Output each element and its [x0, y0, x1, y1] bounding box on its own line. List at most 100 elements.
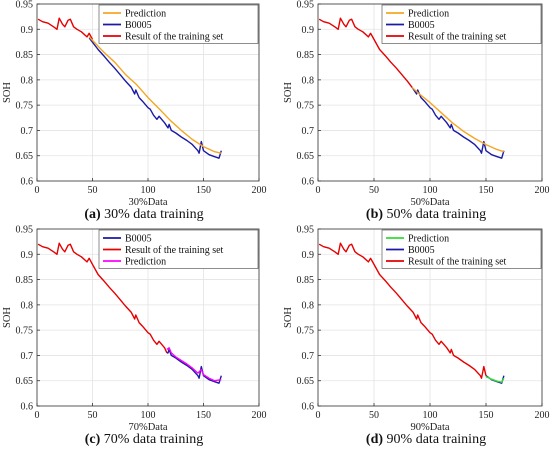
legend-label: Result of the training set [408, 32, 507, 43]
y-tick-label: 0.95 [297, 225, 315, 236]
x-tick-label: 0 [35, 410, 40, 421]
series-line-result-of-the-training-set [37, 242, 168, 354]
legend-label: Prediction [408, 234, 449, 245]
y-tick-label: 0.8 [302, 75, 315, 86]
legend-label: B0005 [408, 245, 435, 256]
y-tick-label: 0.6 [21, 177, 34, 188]
y-axis-title: SOH [283, 307, 294, 328]
y-tick-label: 0.7 [21, 126, 34, 137]
y-tick-label: 0.75 [16, 101, 34, 112]
legend-label: Prediction [408, 9, 449, 20]
x-tick-label: 50 [369, 185, 379, 196]
series-line-result-of-the-training-set [37, 17, 94, 40]
panel-caption-letter: (a) [84, 207, 101, 222]
x-axis-title: 30%Data [128, 197, 167, 208]
y-tick-label: 0.65 [297, 376, 315, 387]
series-line-prediction [88, 36, 222, 154]
y-tick-label: 0.85 [16, 275, 34, 286]
x-tick-label: 0 [316, 410, 321, 421]
y-tick-label: 0.9 [302, 250, 315, 261]
panel-caption-text: 30% data training [101, 207, 204, 222]
x-tick-label: 150 [196, 410, 211, 421]
chart-panel-3: 0 50 100 150 200 0.6 0.65 0.7 0.75 0.8 0.85 0.9 0.95… [2, 225, 267, 448]
y-tick-label: 0.9 [21, 250, 34, 261]
series-line-prediction [411, 86, 505, 153]
legend-label: Prediction [125, 257, 166, 268]
x-tick-label: 0 [35, 185, 40, 196]
y-tick-label: 0.7 [302, 126, 315, 137]
series-line-prediction [166, 347, 222, 382]
y-axis-title: SOH [2, 82, 13, 103]
y-tick-label: 0.8 [21, 75, 34, 86]
x-tick-label: 100 [423, 185, 438, 196]
y-tick-label: 0.6 [302, 177, 315, 188]
legend-label: Result of the training set [125, 245, 224, 256]
x-tick-label: 0 [316, 185, 321, 196]
y-tick-label: 0.7 [21, 351, 34, 362]
legend-label: B0005 [125, 234, 152, 245]
panel-caption-text: 50% data training [383, 207, 486, 222]
y-tick-label: 0.9 [302, 25, 315, 36]
panel-caption-letter: (b) [366, 207, 383, 222]
panel-caption: (c) 70% data training [85, 432, 204, 447]
legend-label: B0005 [125, 20, 152, 31]
x-tick-label: 100 [423, 410, 438, 421]
y-tick-label: 0.85 [16, 50, 34, 61]
y-axis-title: SOH [283, 82, 294, 103]
y-tick-label: 0.95 [16, 225, 34, 236]
x-tick-label: 150 [479, 185, 494, 196]
panel-caption-letter: (c) [85, 432, 101, 447]
legend-box [381, 4, 542, 44]
x-tick-label: 50 [88, 185, 98, 196]
chart-panel-4: 0 50 100 150 200 0.6 0.65 0.7 0.75 0.8 0.85 0.9 0.95… [283, 225, 550, 448]
panel-caption-letter: (d) [366, 432, 383, 447]
x-tick-label: 200 [252, 185, 267, 196]
x-axis-title: 70%Data [128, 422, 167, 433]
legend-label: Result of the training set [125, 32, 224, 43]
panel-caption: (d) 90% data training [366, 432, 486, 447]
legend-label: B0005 [408, 20, 435, 31]
y-tick-label: 0.8 [21, 300, 34, 311]
y-tick-label: 0.75 [16, 326, 34, 337]
y-tick-label: 0.75 [297, 326, 315, 337]
y-tick-label: 0.9 [21, 25, 34, 36]
legend-label: Result of the training set [408, 257, 507, 268]
legend-box [98, 229, 259, 269]
y-tick-label: 0.65 [297, 151, 315, 162]
y-tick-label: 0.85 [297, 275, 315, 286]
series-line-b0005 [88, 37, 222, 159]
y-tick-label: 0.6 [21, 402, 34, 413]
y-tick-label: 0.75 [297, 101, 315, 112]
x-tick-label: 100 [141, 410, 156, 421]
x-tick-label: 150 [196, 185, 211, 196]
legend-box [381, 229, 542, 269]
x-tick-label: 200 [252, 410, 267, 421]
legend-box [98, 4, 259, 44]
panel-caption-text: 70% data training [100, 432, 203, 447]
series-line-prediction [485, 376, 505, 383]
panel-caption-text: 90% data training [383, 432, 486, 447]
y-tick-label: 0.65 [16, 376, 34, 387]
x-tick-label: 200 [535, 410, 550, 421]
y-tick-label: 0.65 [16, 151, 34, 162]
x-tick-label: 50 [88, 410, 98, 421]
y-tick-label: 0.6 [302, 402, 315, 413]
x-axis-title: 50%Data [410, 197, 449, 208]
chart-panel-2: 0 50 100 150 200 0.6 0.65 0.7 0.75 0.8 0.85 0.9 0.95… [283, 0, 550, 222]
y-tick-label: 0.95 [297, 0, 315, 11]
y-tick-label: 0.95 [16, 0, 34, 11]
panel-caption: (b) 50% data training [366, 207, 486, 222]
x-tick-label: 100 [141, 185, 156, 196]
y-tick-label: 0.7 [302, 351, 315, 362]
x-tick-label: 50 [369, 410, 379, 421]
series-line-b0005 [166, 348, 222, 384]
x-tick-label: 200 [535, 185, 550, 196]
y-tick-label: 0.85 [297, 50, 315, 61]
x-axis-title: 90%Data [410, 422, 449, 433]
series-line-result-of-the-training-set [318, 17, 413, 88]
chart-panel-1: 0 50 100 150 200 0.6 0.65 0.7 0.75 0.8 0.85 0.9 0.95… [2, 0, 267, 222]
legend-label: Prediction [125, 9, 166, 20]
y-tick-label: 0.8 [302, 300, 315, 311]
series-line-result-of-the-training-set [318, 242, 487, 379]
